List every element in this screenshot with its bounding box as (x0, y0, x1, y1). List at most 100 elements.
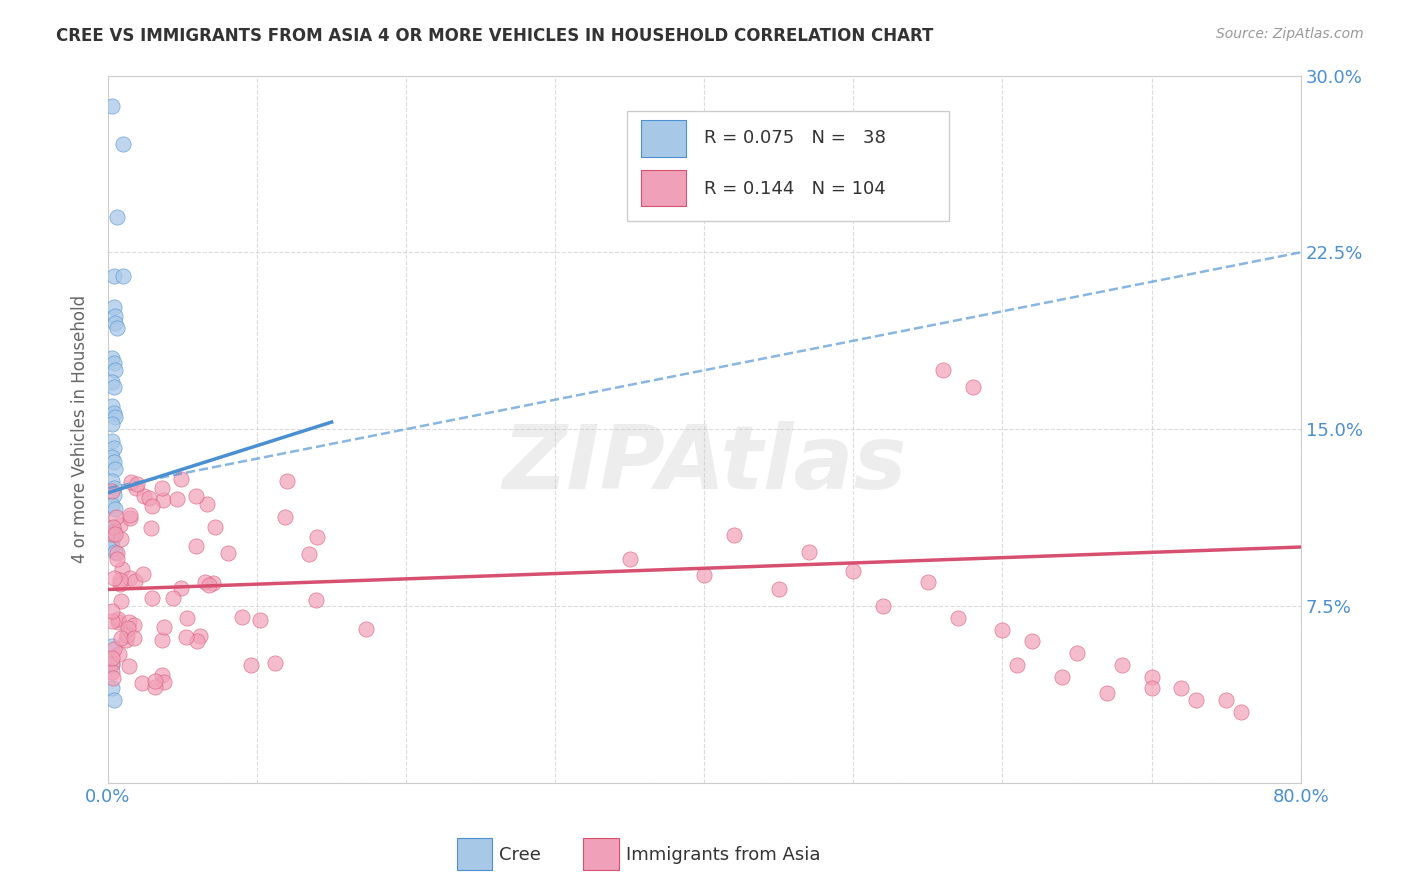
Point (166, 492, 188, 507)
Point (1066, 646, 1088, 660)
Point (104, 527, 127, 541)
Point (1111, 657, 1133, 672)
Point (117, 621, 139, 635)
Point (152, 668, 174, 682)
Point (118, 511, 141, 525)
Point (108, 576, 131, 591)
Point (117, 658, 139, 673)
Point (104, 309, 127, 323)
Bar (641, 169, 686, 206)
Point (188, 629, 211, 643)
Point (150, 482, 173, 496)
Text: R = 0.075   N =   38: R = 0.075 N = 38 (704, 128, 886, 147)
Text: CREE VS IMMIGRANTS FROM ASIA 4 OR MORE VEHICLES IN HOUSEHOLD CORRELATION CHART: CREE VS IMMIGRANTS FROM ASIA 4 OR MORE V… (56, 27, 934, 45)
Point (105, 210, 128, 224)
Point (101, 604, 124, 618)
Point (104, 363, 127, 377)
Point (184, 539, 207, 553)
Point (101, 520, 124, 534)
Point (101, 498, 124, 512)
Point (1170, 681, 1192, 696)
Point (197, 577, 219, 591)
Point (124, 574, 146, 588)
Point (101, 434, 124, 448)
Point (105, 546, 128, 560)
Point (103, 455, 125, 469)
Point (110, 594, 132, 608)
Point (1007, 657, 1029, 672)
Point (101, 450, 124, 465)
Point (103, 524, 125, 538)
Point (103, 641, 125, 656)
Point (176, 611, 198, 625)
Point (101, 526, 124, 541)
Point (298, 547, 321, 561)
Point (103, 406, 125, 420)
Point (797, 545, 820, 559)
Point (768, 582, 790, 597)
Point (917, 575, 939, 590)
Text: Cree: Cree (499, 846, 541, 863)
Point (195, 497, 218, 511)
Point (105, 320, 128, 334)
Point (104, 502, 127, 516)
Point (249, 613, 271, 627)
Point (104, 462, 127, 476)
Point (107, 615, 129, 630)
Point (1230, 705, 1253, 719)
Point (276, 474, 298, 488)
Point (101, 533, 124, 547)
Point (1140, 670, 1163, 684)
Point (932, 363, 955, 377)
Point (103, 481, 125, 495)
Point (124, 631, 146, 645)
Point (264, 656, 287, 670)
Point (946, 611, 969, 625)
Point (115, 633, 138, 648)
Point (143, 680, 166, 694)
Point (131, 676, 153, 690)
Point (138, 491, 160, 506)
Point (134, 489, 156, 503)
Point (1215, 693, 1237, 707)
Point (991, 623, 1014, 637)
Point (693, 568, 716, 582)
Point (104, 510, 127, 524)
Point (101, 375, 124, 389)
Point (101, 484, 124, 499)
Point (127, 477, 149, 491)
Point (103, 300, 125, 314)
Point (842, 564, 865, 578)
Point (118, 570, 141, 584)
Point (103, 488, 125, 502)
Point (217, 546, 239, 560)
Point (170, 472, 193, 486)
Point (143, 673, 166, 688)
Point (101, 351, 124, 366)
Point (101, 656, 124, 670)
Point (111, 136, 134, 151)
Point (115, 628, 138, 642)
Point (111, 268, 134, 283)
Point (305, 593, 328, 607)
Point (170, 582, 193, 596)
Point (1095, 686, 1118, 700)
Point (110, 631, 132, 645)
Point (139, 521, 162, 535)
Point (107, 612, 129, 626)
Point (120, 475, 142, 490)
Point (101, 474, 124, 488)
Text: R = 0.144   N = 104: R = 0.144 N = 104 (704, 179, 886, 198)
Point (305, 530, 328, 544)
Point (104, 410, 127, 425)
Point (150, 632, 173, 647)
Point (1185, 693, 1208, 707)
Point (153, 674, 176, 689)
Point (101, 650, 124, 665)
Point (108, 517, 131, 532)
Point (186, 489, 208, 503)
Point (120, 508, 142, 522)
Point (356, 623, 378, 637)
Point (103, 441, 125, 455)
Point (101, 540, 124, 554)
